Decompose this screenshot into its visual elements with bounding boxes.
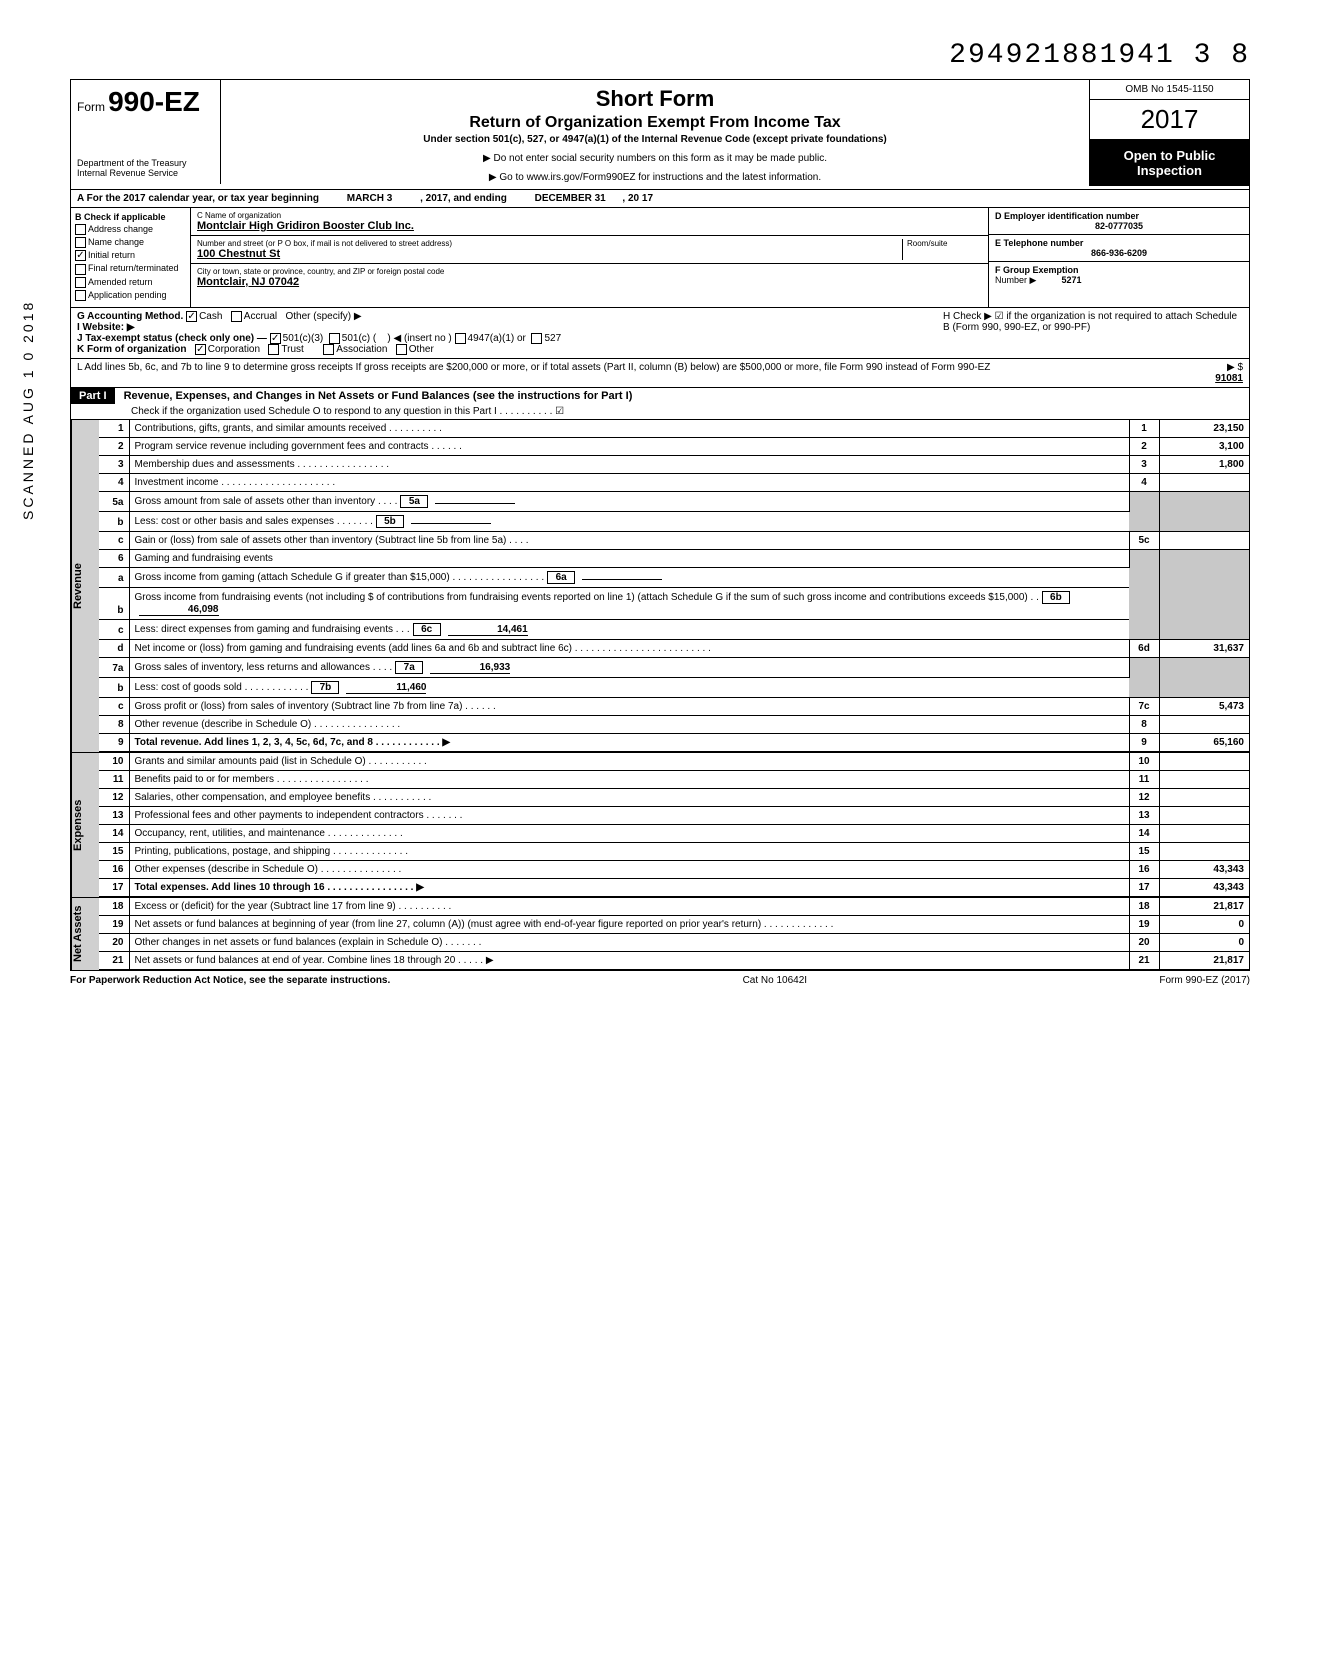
row-l-arrow: ▶ $ bbox=[1227, 362, 1243, 373]
footer-right: Form 990-EZ (2017) bbox=[1159, 975, 1250, 986]
revenue-sidelabel: Revenue bbox=[71, 420, 99, 752]
form-note2: ▶ Go to www.irs.gov/Form990EZ for instru… bbox=[231, 172, 1079, 183]
row-a: A For the 2017 calendar year, or tax yea… bbox=[70, 190, 1250, 208]
chk-527[interactable] bbox=[531, 333, 542, 344]
row-h-text: H Check ▶ ☑ if the organization is not r… bbox=[943, 311, 1243, 355]
form-prefix: Form bbox=[77, 100, 105, 114]
group-exempt-label2: Number ▶ bbox=[995, 275, 1036, 285]
row-j-label: J Tax-exempt status (check only one) — bbox=[77, 333, 267, 344]
form-header: Form 990-EZ Department of the Treasury I… bbox=[70, 79, 1250, 190]
phone-value: 866-936-6209 bbox=[995, 248, 1243, 258]
dept-irs: Internal Revenue Service bbox=[77, 168, 214, 178]
part1-title: Revenue, Expenses, and Changes in Net As… bbox=[118, 387, 639, 405]
col-b-checkboxes: B Check if applicable Address change Nam… bbox=[71, 208, 191, 307]
dept-treasury: Department of the Treasury bbox=[77, 158, 214, 168]
chk-cash[interactable]: ✓ bbox=[186, 311, 197, 322]
chk-501c3[interactable]: ✓ bbox=[270, 333, 281, 344]
street-label: Number and street (or P O box, if mail i… bbox=[197, 239, 902, 248]
footer-left: For Paperwork Reduction Act Notice, see … bbox=[70, 975, 390, 986]
chk-assoc[interactable] bbox=[323, 344, 334, 355]
row-k-label: K Form of organization bbox=[77, 344, 186, 355]
open-public-2: Inspection bbox=[1094, 163, 1245, 178]
expenses-sidelabel: Expenses bbox=[71, 753, 99, 897]
omb-number: OMB No 1545-1150 bbox=[1090, 80, 1249, 100]
row-a-end-year: , 20 17 bbox=[622, 193, 653, 204]
chk-initial[interactable]: ✓ bbox=[75, 250, 86, 261]
col-b-header: B Check if applicable bbox=[75, 212, 186, 222]
ein-value: 82-0777035 bbox=[995, 221, 1243, 231]
form-subtitle: Return of Organization Exempt From Incom… bbox=[231, 114, 1079, 132]
chk-pending[interactable] bbox=[75, 290, 86, 301]
row-a-end: DECEMBER 31 bbox=[535, 193, 606, 204]
room-label: Room/suite bbox=[907, 239, 982, 248]
expenses-table: 10Grants and similar amounts paid (list … bbox=[99, 753, 1249, 897]
chk-address[interactable] bbox=[75, 224, 86, 235]
phone-label: E Telephone number bbox=[995, 238, 1243, 248]
chk-final[interactable] bbox=[75, 264, 86, 275]
page-footer: For Paperwork Reduction Act Notice, see … bbox=[70, 971, 1250, 990]
row-a-begin: MARCH 3 bbox=[347, 193, 393, 204]
city-label: City or town, state or province, country… bbox=[197, 267, 982, 276]
form-under: Under section 501(c), 527, or 4947(a)(1)… bbox=[231, 134, 1079, 145]
row-l-value: 91081 bbox=[1215, 373, 1243, 384]
chk-trust[interactable] bbox=[268, 344, 279, 355]
chk-other-org[interactable] bbox=[396, 344, 407, 355]
ein-label: D Employer identification number bbox=[995, 211, 1243, 221]
row-a-mid: , 2017, and ending bbox=[420, 193, 507, 204]
revenue-table: 1Contributions, gifts, grants, and simil… bbox=[99, 420, 1249, 752]
group-exempt-value: 5271 bbox=[1061, 275, 1081, 285]
row-a-label: A For the 2017 calendar year, or tax yea… bbox=[77, 193, 319, 204]
group-exempt-label: F Group Exemption bbox=[995, 265, 1079, 275]
netassets-sidelabel: Net Assets bbox=[71, 898, 99, 970]
chk-4947[interactable] bbox=[455, 333, 466, 344]
part1-label: Part I bbox=[71, 388, 115, 404]
footer-mid: Cat No 10642I bbox=[743, 975, 808, 986]
netassets-table: 18Excess or (deficit) for the year (Subt… bbox=[99, 898, 1249, 970]
chk-accrual[interactable] bbox=[231, 311, 242, 322]
chk-amended[interactable] bbox=[75, 277, 86, 288]
row-g-label: G Accounting Method. bbox=[77, 311, 183, 322]
form-number: 990-EZ bbox=[108, 86, 200, 117]
form-note1: ▶ Do not enter social security numbers o… bbox=[231, 153, 1079, 164]
form-title: Short Form bbox=[231, 86, 1079, 112]
org-name-label: C Name of organization bbox=[197, 211, 982, 220]
tax-year: 2017 bbox=[1090, 100, 1249, 140]
row-l-text: L Add lines 5b, 6c, and 7b to line 9 to … bbox=[77, 362, 1103, 384]
chk-name[interactable] bbox=[75, 237, 86, 248]
chk-corp[interactable]: ✓ bbox=[195, 344, 206, 355]
open-public-1: Open to Public bbox=[1094, 148, 1245, 163]
street-value: 100 Chestnut St bbox=[197, 248, 902, 260]
city-value: Montclair, NJ 07042 bbox=[197, 276, 982, 288]
part1-sub: Check if the organization used Schedule … bbox=[71, 404, 1249, 419]
org-name: Montclair High Gridiron Booster Club Inc… bbox=[197, 220, 982, 232]
chk-501c[interactable] bbox=[329, 333, 340, 344]
dln-number: 294921881941 3 8 bbox=[949, 40, 1250, 71]
scanned-stamp: SCANNED AUG 1 0 2018 bbox=[20, 300, 36, 520]
row-i-label: I Website: ▶ bbox=[77, 322, 135, 333]
